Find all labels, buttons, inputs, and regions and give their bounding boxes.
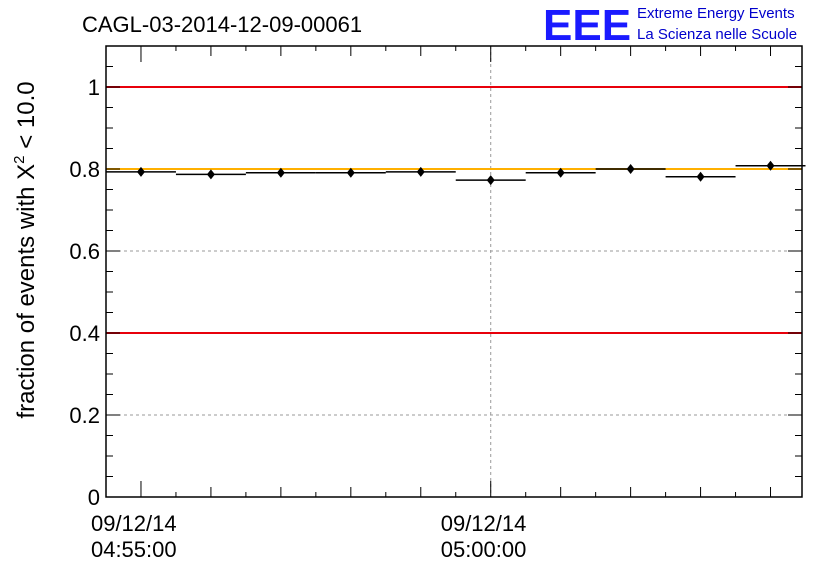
x-tick-label-time: 04:55:00 [91, 537, 177, 562]
data-point [136, 166, 145, 177]
data-point [696, 171, 705, 182]
data-point [766, 160, 775, 171]
x-tick-label-date: 09/12/14 [91, 511, 177, 536]
y-tick-label: 0.6 [69, 239, 100, 264]
y-tick-label: 0 [88, 485, 100, 510]
data-point [206, 169, 215, 180]
data-point [346, 167, 355, 178]
y-tick-label: 0.4 [69, 321, 100, 346]
y-tick-label: 1 [88, 75, 100, 100]
logo-mark: EEE [543, 1, 631, 50]
logo-line1: Extreme Energy Events [637, 5, 795, 22]
plot-frame [105, 45, 803, 498]
data-point [486, 175, 495, 186]
x-tick-label-date: 09/12/14 [441, 511, 527, 536]
y-tick-label: 0.8 [69, 157, 100, 182]
data-point [276, 167, 285, 178]
x-tick-label-time: 05:00:00 [441, 537, 527, 562]
data-point [556, 167, 565, 178]
y-tick-label: 0.2 [69, 403, 100, 428]
plot-area: 00.20.40.60.8109/12/1404:55:0009/12/1405… [69, 45, 806, 562]
data-point [626, 164, 635, 174]
chart-title: CAGL-03-2014-12-09-00061 [82, 12, 362, 37]
logo-line2: La Scienza nelle Scuole [637, 26, 797, 43]
eee-logo: EEE Extreme Energy Events La Scienza nel… [543, 1, 797, 50]
y-axis-label: fraction of events with X2 < 10.0 [11, 81, 40, 418]
data-point [416, 166, 425, 177]
